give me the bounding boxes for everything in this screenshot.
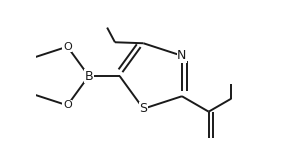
Text: S: S (139, 102, 147, 115)
Text: O: O (63, 100, 72, 110)
Text: O: O (63, 42, 72, 52)
Text: B: B (84, 69, 93, 83)
Text: N: N (177, 49, 187, 62)
